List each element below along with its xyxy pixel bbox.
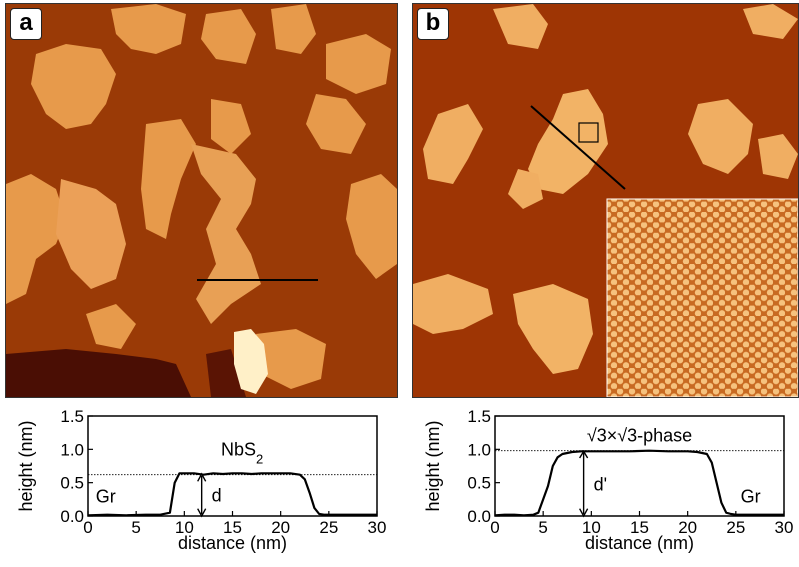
y-tick-label: 1.0	[467, 440, 491, 459]
substrate-label: Gr	[741, 487, 761, 507]
atomic-resolution-inset	[606, 198, 798, 397]
x-tick-label: 20	[678, 518, 697, 537]
y-tick-label: 0.0	[60, 507, 84, 526]
height-profile-line	[87, 472, 377, 517]
x-tick-label: 15	[630, 518, 649, 537]
x-tick-label: 25	[319, 518, 338, 537]
y-tick-label: 1.5	[60, 407, 84, 426]
substrate-label: Gr	[96, 487, 116, 507]
inset-region-marker	[578, 122, 599, 143]
y-tick-label: 0.0	[467, 507, 491, 526]
x-tick-label: 5	[131, 518, 140, 537]
plot-frame	[87, 415, 378, 517]
x-tick-label: 0	[490, 518, 499, 537]
x-tick-label: 30	[775, 518, 794, 537]
x-tick-label: 10	[175, 518, 194, 537]
stm-image-b: b	[412, 3, 799, 398]
phase-label: √3×√3-phase	[587, 425, 692, 445]
arrow-head-top	[197, 472, 207, 482]
arrow-head-top	[579, 449, 589, 459]
profile-line-b	[530, 105, 626, 190]
panel-label-b: b	[417, 8, 449, 40]
arrow-head-bottom	[579, 508, 589, 518]
step-height-label: d'	[594, 475, 607, 495]
x-axis-label: distance (nm)	[585, 533, 694, 553]
y-axis-label: height (nm)	[16, 420, 36, 511]
x-tick-label: 10	[582, 518, 601, 537]
x-tick-label: 5	[538, 518, 547, 537]
y-tick-label: 1.0	[60, 440, 84, 459]
arrow-head-bottom	[197, 508, 207, 518]
x-tick-label: 20	[271, 518, 290, 537]
y-tick-label: 0.5	[467, 474, 491, 493]
height-profile-line	[494, 449, 784, 517]
y-axis-label: height (nm)	[423, 420, 443, 511]
x-axis-label: distance (nm)	[178, 533, 287, 553]
step-height-label: d	[212, 485, 222, 505]
x-tick-label: 30	[368, 518, 387, 537]
height-profile-chart-b: 0.0 0.5 1.0 1.5 0 5 10 15 20 25 30 distance (nm) hei…	[423, 407, 794, 553]
y-tick-label: 1.5	[467, 407, 491, 426]
stm-topography-b	[413, 4, 798, 397]
x-tick-label: 0	[83, 518, 92, 537]
height-profile-chart-a: 0.0 0.5 1.0 1.5 0 5 10 15 20 25 30 distance (nm) hei…	[16, 407, 387, 553]
y-tick-label: 0.5	[60, 474, 84, 493]
stm-image-a: a	[5, 3, 398, 398]
x-tick-label: 25	[726, 518, 745, 537]
panel-label-a: a	[10, 8, 42, 40]
x-tick-label: 15	[223, 518, 242, 537]
stm-topography-a	[6, 4, 397, 397]
material-label: NbS2	[221, 439, 263, 465]
